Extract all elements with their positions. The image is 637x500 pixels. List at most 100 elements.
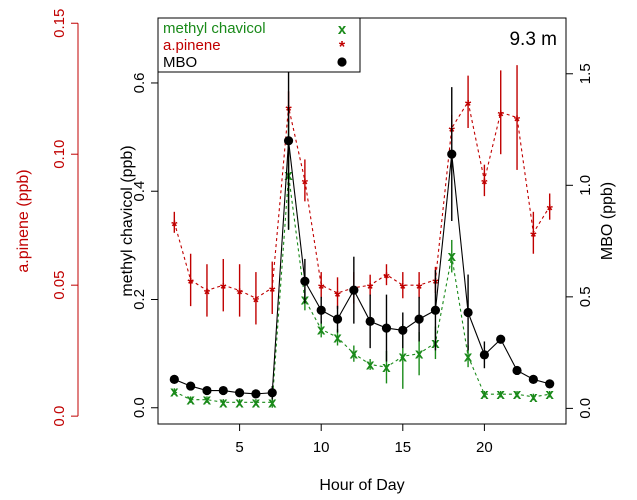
- methyl-chavicol-point: x: [480, 386, 489, 403]
- series-mbo: [169, 51, 555, 400]
- mbo-tick-label: 0.0: [577, 398, 594, 419]
- methyl-chavicol-point: x: [333, 329, 342, 346]
- methyl-chavicol-point: x: [350, 346, 359, 363]
- mbo-point: [365, 316, 375, 326]
- a-pinene-point: *: [236, 286, 243, 303]
- methyl-chavicol-tick-label: 0.6: [131, 73, 148, 94]
- a-pinene-point: *: [514, 114, 521, 131]
- methyl-chavicol-point: x: [252, 394, 261, 411]
- mbo-point: [447, 149, 457, 159]
- mbo-point: [316, 305, 326, 315]
- plot-frame: [157, 17, 567, 425]
- legend-box: [157, 17, 361, 73]
- a-pinene-point: *: [269, 284, 276, 301]
- a-pinene-point: *: [530, 229, 537, 246]
- legend-marker: *: [339, 39, 346, 56]
- methyl-chavicol-tick-label: 0.4: [131, 181, 148, 202]
- mbo-point: [381, 323, 392, 333]
- mbo-point: [545, 379, 555, 389]
- mbo-point: [186, 381, 196, 391]
- x-axis-label: Hour of Day: [319, 477, 404, 494]
- mbo-point: [267, 388, 277, 398]
- mbo-point: [202, 385, 212, 396]
- methyl-chavicol-point: x: [497, 386, 506, 403]
- a-pinene-point: *: [253, 294, 260, 311]
- mbo-axis-label: MBO (ppb): [599, 182, 616, 260]
- methyl-chavicol-point: x: [219, 394, 228, 411]
- a-pinene-point: *: [416, 281, 423, 298]
- legend: methyl chavicol a.pinene MBO x*: [157, 17, 361, 73]
- legend-marker: x: [338, 21, 347, 38]
- methyl-chavicol-point: x: [546, 386, 555, 403]
- height-annotation: 9.3 m: [509, 29, 557, 50]
- a-pinene-axis-label: a.pinene (ppb): [15, 169, 32, 272]
- mbo-point: [479, 350, 489, 360]
- a-pinene-point: *: [547, 203, 554, 220]
- methyl-chavicol-point: x: [186, 392, 195, 409]
- methyl-chavicol-tick-label: 0.0: [131, 397, 148, 418]
- mbo-point: [169, 374, 179, 384]
- methyl-chavicol-point: x: [235, 394, 244, 411]
- methyl-chavicol-point: x: [203, 392, 212, 409]
- a-pinene-tick-label: 0.0: [51, 406, 68, 427]
- mbo-tick-label: 1.0: [577, 175, 594, 196]
- mbo-point: [398, 325, 408, 335]
- x-tick-label: 15: [394, 439, 411, 456]
- a-pinene-tick-label: 0.05: [51, 271, 68, 300]
- a-pinene-point: *: [171, 218, 178, 235]
- methyl-chavicol-point: x: [399, 348, 408, 365]
- methyl-chavicol-point: x: [268, 394, 277, 411]
- a-pinene-point: *: [481, 176, 488, 193]
- methyl-chavicol-axis-label: methyl chavicol (ppb): [119, 145, 136, 296]
- methyl-chavicol-point: x: [170, 384, 179, 401]
- a-pinene-point: *: [498, 108, 505, 125]
- methyl-chavicol-point: x: [415, 346, 424, 363]
- methyl-chavicol-line: [174, 174, 550, 403]
- mbo-point: [496, 334, 506, 344]
- methyl-chavicol-point: x: [529, 389, 538, 406]
- mbo-point: [332, 314, 343, 324]
- a-pinene-point: *: [188, 276, 195, 293]
- mbo-point: [218, 385, 228, 396]
- series-methyl-chavicol: xxxxxxxxxxxxxxxxxxxxxxxx: [170, 120, 555, 411]
- series-a-pinene: ************************: [171, 65, 554, 325]
- mbo-point: [430, 305, 441, 315]
- x-tick-label: 5: [235, 439, 243, 456]
- a-pinene-line: [173, 100, 551, 299]
- a-pinene-point: *: [302, 176, 309, 193]
- mbo-point: [300, 276, 310, 286]
- mbo-point: [463, 307, 473, 318]
- a-pinene-point: *: [367, 281, 374, 298]
- methyl-chavicol-point: x: [382, 359, 391, 376]
- a-pinene-point: *: [334, 289, 341, 306]
- mbo-tick-label: 1.5: [577, 63, 594, 84]
- a-pinene-axis: 0.0 0.05 0.10 0.15: [51, 9, 79, 427]
- mbo-point: [349, 285, 359, 295]
- mbo-point: [283, 136, 294, 146]
- a-pinene-point: *: [465, 98, 472, 115]
- x-tick-label: 10: [313, 439, 330, 456]
- mbo-axis: 0.0 0.5 1.0 1.5: [565, 63, 594, 419]
- a-pinene-point: *: [318, 281, 325, 298]
- a-pinene-tick-label: 0.15: [51, 9, 68, 38]
- mbo-point: [251, 389, 261, 399]
- a-pinene-point: *: [204, 286, 211, 303]
- a-pinene-point: *: [383, 271, 390, 288]
- methyl-chavicol-point: x: [317, 321, 326, 338]
- methyl-chavicol-tick-label: 0.2: [131, 289, 148, 310]
- mbo-tick-label: 0.5: [577, 286, 594, 307]
- mbo-line: [174, 140, 550, 395]
- methyl-chavicol-point: x: [513, 386, 522, 403]
- methyl-chavicol-axis: 0.0 0.2 0.4 0.6: [131, 73, 159, 418]
- mbo-point: [414, 314, 424, 324]
- legend-label-a-pinene: a.pinene: [163, 37, 221, 54]
- methyl-chavicol-point: x: [464, 348, 473, 365]
- x-axis: 5 10 15 20: [235, 423, 493, 456]
- methyl-chavicol-point: x: [448, 248, 457, 265]
- mbo-point: [235, 388, 245, 398]
- a-pinene-point: *: [400, 281, 407, 298]
- x-tick-label: 20: [476, 439, 493, 456]
- methyl-chavicol-point: x: [366, 356, 375, 373]
- legend-marker: [337, 57, 347, 67]
